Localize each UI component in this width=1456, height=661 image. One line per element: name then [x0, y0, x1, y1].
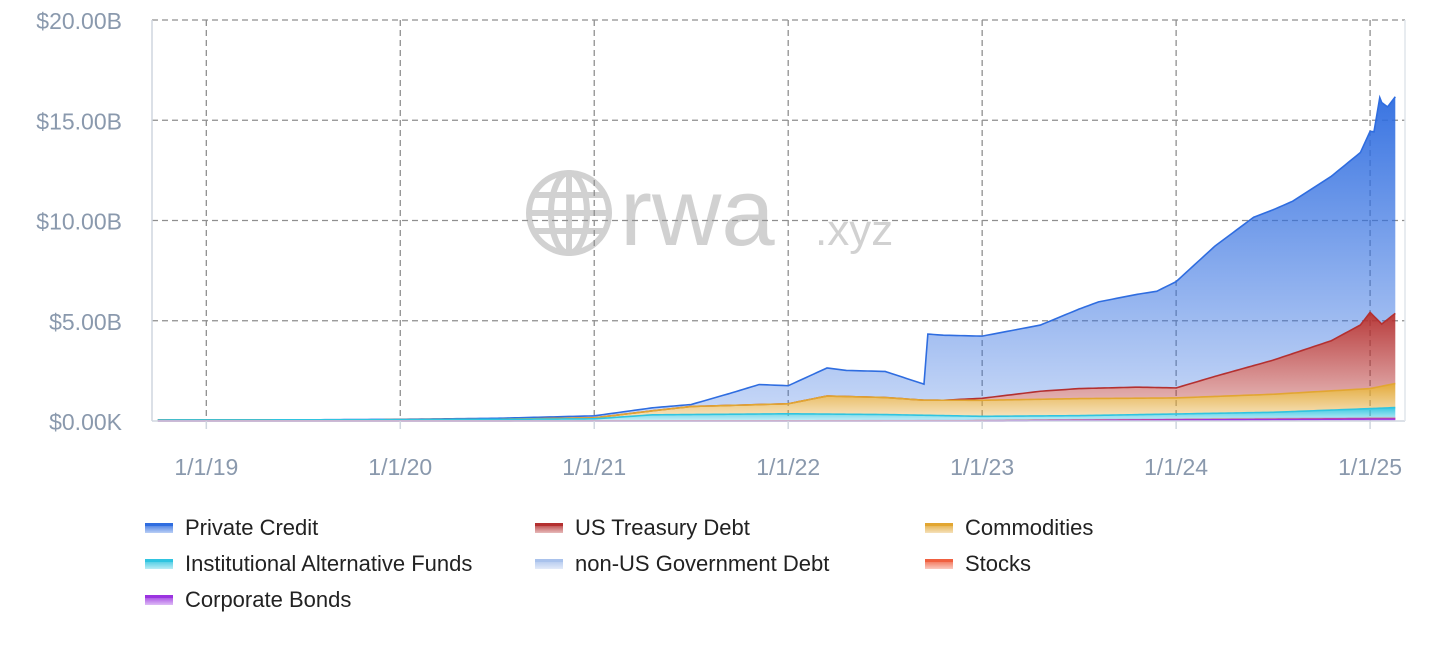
legend-swatch [535, 558, 563, 569]
legend-swatch [535, 522, 563, 533]
legend-item-corporate-bonds[interactable]: Corporate Bonds [145, 586, 535, 613]
x-tick-label: 1/1/22 [756, 454, 820, 480]
y-tick-label: $10.00B [36, 209, 122, 235]
watermark-brand: rwa [620, 159, 775, 266]
legend-label: Stocks [965, 550, 1032, 576]
legend-label: Private Credit [185, 514, 319, 540]
legend-label: Corporate Bonds [185, 586, 352, 612]
legend-swatch [925, 522, 953, 533]
watermark-suffix: .xyz [815, 206, 893, 255]
globe-icon [526, 170, 612, 256]
legend-swatch [925, 558, 953, 569]
line-institutional-alternative-funds [157, 406, 1396, 421]
chart-axes: $0.00K $5.00B $10.00B $15.00B $20.00B 1/1/19 1… [36, 8, 1406, 480]
x-tick-label: 1/1/19 [174, 454, 238, 480]
legend-item-institutional-alternative-funds[interactable]: Institutional Alternative Funds [145, 550, 535, 577]
x-tick-label: 1/1/21 [562, 454, 626, 480]
legend-label: US Treasury Debt [575, 514, 750, 540]
area-us-treasury-debt [157, 312, 1396, 420]
legend-swatch [145, 522, 173, 533]
rwa-watermark: rwa .xyz [526, 159, 893, 266]
y-tick-label: $15.00B [36, 108, 122, 134]
chart-areas [157, 94, 1396, 422]
legend-item-private-credit[interactable]: Private Credit [145, 514, 535, 541]
x-tick-label: 1/1/24 [1144, 454, 1208, 480]
legend-item-non-us-government-debt[interactable]: non-US Government Debt [535, 550, 925, 577]
legend-item-commodities[interactable]: Commodities [925, 514, 1245, 541]
x-tick-label: 1/1/25 [1338, 454, 1402, 480]
x-tick-label: 1/1/20 [368, 454, 432, 480]
legend-item-us-treasury-debt[interactable]: US Treasury Debt [535, 514, 925, 541]
legend-label: Commodities [965, 514, 1094, 540]
chart-legend: Private Credit US Treasury Debt Commoditie… [145, 514, 1245, 613]
y-tick-label: $0.00K [49, 409, 123, 435]
area-private-credit [157, 96, 1396, 420]
legend-label: Institutional Alternative Funds [185, 550, 473, 576]
x-tick-label: 1/1/23 [950, 454, 1014, 480]
legend-label: non-US Government Debt [575, 550, 830, 576]
y-tick-label: $20.00B [36, 8, 122, 34]
legend-item-stocks[interactable]: Stocks [925, 550, 1245, 577]
y-tick-label: $5.00B [49, 309, 122, 335]
area-commodities [157, 383, 1396, 420]
legend-swatch [145, 594, 173, 605]
legend-swatch [145, 558, 173, 569]
